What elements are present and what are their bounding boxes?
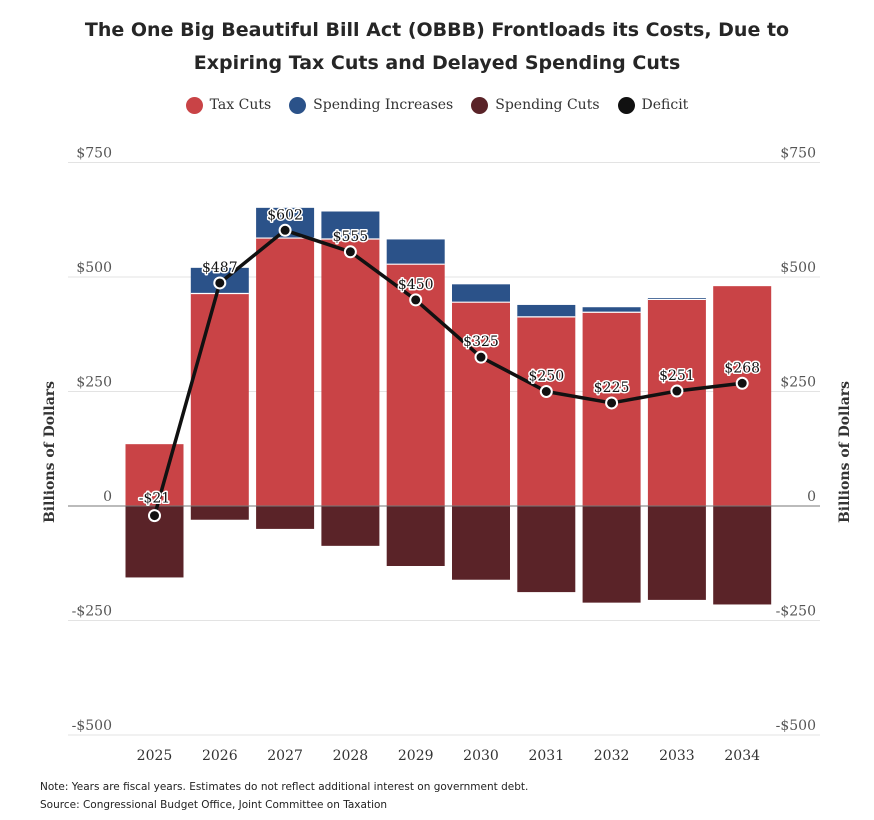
deficit-label-2028: $555 xyxy=(333,229,369,245)
source-text: Source: Congressional Budget Office, Joi… xyxy=(40,799,388,811)
legend-label-deficit: Deficit xyxy=(641,97,689,113)
bar-tax-cuts-2025 xyxy=(125,444,184,506)
x-tick-label-2032: 2032 xyxy=(594,748,630,764)
footnotes: Note: Years are fiscal years. Estimates … xyxy=(40,778,528,814)
bar-tax-cuts-2031 xyxy=(517,316,576,506)
legend: Tax Cuts Spending Increases Spending Cut… xyxy=(0,92,874,118)
chart-title-line-2: Expiring Tax Cuts and Delayed Spending C… xyxy=(193,52,681,74)
x-tick-label-2029: 2029 xyxy=(398,748,434,764)
legend-item-deficit: Deficit xyxy=(617,96,689,114)
legend-swatch-spending-cuts xyxy=(471,96,489,114)
y-tick-label-right: -$500 xyxy=(776,718,816,734)
bar-tax-cuts-2033 xyxy=(647,299,706,506)
x-tick-label-2027: 2027 xyxy=(267,748,303,764)
bar-tax-cuts-2030 xyxy=(452,302,510,506)
y-tick-label-left: -$500 xyxy=(72,718,112,734)
deficit-point-2029 xyxy=(409,293,423,307)
x-tick-label-2030: 2030 xyxy=(463,748,499,764)
note-text: Note: Years are fiscal years. Estimates … xyxy=(40,781,529,793)
x-tick-label-2028: 2028 xyxy=(333,748,369,764)
legend-label-spending-cuts: Spending Cuts xyxy=(495,97,600,113)
legend-swatch-tax-cuts xyxy=(185,96,203,114)
deficit-label-2030: $325 xyxy=(463,334,499,350)
bar-spending-cuts-2027 xyxy=(256,506,315,529)
bar-spending-cuts-2029 xyxy=(386,506,445,566)
x-tick-label-2026: 2026 xyxy=(202,748,238,764)
deficit-label-2029: $450 xyxy=(398,277,434,293)
y-tick-label-left: -$250 xyxy=(72,604,112,620)
deficit-label-2031: $250 xyxy=(528,369,564,385)
y-axis-title-right: Billions of Dollars xyxy=(837,381,853,523)
y-tick-label-left: $750 xyxy=(76,146,112,162)
bar-spending-cuts-2032 xyxy=(582,506,641,603)
bar-spending-cuts-2031 xyxy=(517,506,576,593)
y-tick-label-left: $500 xyxy=(76,260,112,276)
bar-spending-increases-2033 xyxy=(647,298,706,300)
chart-title-line-1: The One Big Beautiful Bill Act (OBBB) Fr… xyxy=(84,19,790,41)
y-tick-label-right: $250 xyxy=(780,375,816,391)
deficit-point-2031 xyxy=(539,385,553,398)
deficit-label-2026: $487 xyxy=(202,260,238,276)
deficit-point-2032 xyxy=(605,396,619,410)
legend-item-tax-cuts: Tax Cuts xyxy=(185,96,272,114)
deficit-point-2028 xyxy=(343,245,357,259)
deficit-point-2026 xyxy=(213,276,227,290)
deficit-point-2027 xyxy=(278,223,292,237)
deficit-label-2027: $602 xyxy=(267,207,303,223)
deficit-label-2025: -$21 xyxy=(139,491,170,507)
deficit-label-2034: $268 xyxy=(724,360,760,376)
bar-spending-increases-2031 xyxy=(517,304,576,317)
bar-spending-cuts-2030 xyxy=(452,506,510,580)
bar-spending-cuts-2026 xyxy=(190,506,249,520)
y-tick-label-right: 0 xyxy=(807,489,816,505)
y-tick-label-right: $500 xyxy=(780,260,816,276)
x-tick-label-2033: 2033 xyxy=(659,748,695,764)
bar-spending-increases-2032 xyxy=(582,307,641,313)
deficit-line xyxy=(152,228,743,517)
bar-tax-cuts-2028 xyxy=(321,238,380,506)
y-axis-title-left: Billions of Dollars xyxy=(42,381,58,523)
legend-item-spending-increases: Spending Increases xyxy=(289,96,454,114)
x-tick-label-2031: 2031 xyxy=(528,748,564,764)
legend-swatch-deficit xyxy=(617,96,635,114)
bar-tax-cuts-2027 xyxy=(256,238,315,506)
bar-spending-increases-2028 xyxy=(321,211,380,239)
deficit-point-2033 xyxy=(670,384,684,398)
deficit-point-2030 xyxy=(474,350,488,364)
bar-spending-cuts-2034 xyxy=(713,506,772,605)
legend-label-tax-cuts: Tax Cuts xyxy=(209,97,272,113)
x-tick-label-2034: 2034 xyxy=(724,748,760,764)
y-tick-label-right: -$250 xyxy=(776,604,816,620)
y-tick-label-left: 0 xyxy=(103,489,112,505)
legend-label-spending-increases: Spending Increases xyxy=(313,97,454,113)
deficit-point-2025 xyxy=(148,509,161,523)
bar-spending-cuts-2033 xyxy=(647,506,706,600)
legend-swatch-spending-increases xyxy=(289,96,307,114)
bar-tax-cuts-2034 xyxy=(713,286,772,506)
bar-spending-increases-2030 xyxy=(452,284,510,303)
chart-canvas: $750 $750 $500 $500 $250 $250 0 0 -$250 -$250 -$50… xyxy=(42,146,853,765)
y-tick-label-left: $250 xyxy=(76,375,112,391)
deficit-point-2034 xyxy=(735,376,749,390)
bar-spending-cuts-2028 xyxy=(321,506,380,546)
deficit-label-2033: $251 xyxy=(659,368,695,384)
bar-spending-increases-2029 xyxy=(386,239,445,265)
y-tick-label-right: $750 xyxy=(780,146,816,162)
legend-item-spending-cuts: Spending Cuts xyxy=(471,96,600,114)
bar-tax-cuts-2026 xyxy=(190,293,249,506)
chart-title: The One Big Beautiful Bill Act (OBBB) Fr… xyxy=(0,14,874,80)
x-tick-label-2025: 2025 xyxy=(137,748,173,764)
deficit-label-2032: $225 xyxy=(594,380,630,396)
